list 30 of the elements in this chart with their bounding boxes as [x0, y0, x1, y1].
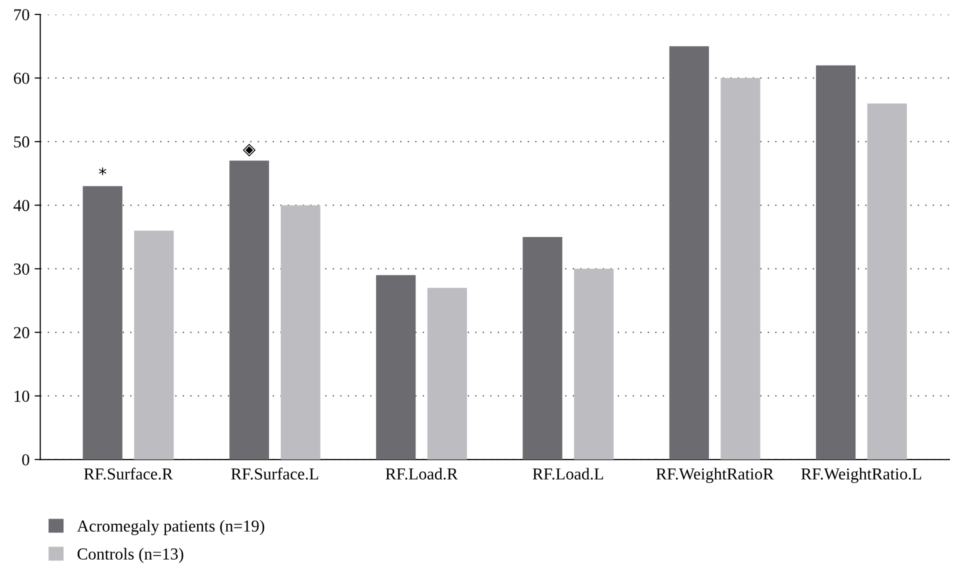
bar: [427, 288, 467, 460]
bar: [867, 103, 907, 460]
y-tick-label: 60: [14, 72, 30, 84]
bar: [669, 46, 709, 460]
bar: [229, 160, 270, 460]
bar: [280, 205, 320, 460]
y-tick-label: 0: [22, 454, 30, 466]
bar: [376, 275, 416, 460]
bar: [574, 268, 614, 460]
bar: [82, 186, 122, 460]
bar: [720, 78, 760, 460]
x-tick-label: RF.Load.L: [532, 468, 604, 480]
annotation: *: [98, 168, 106, 176]
y-tick-label: 40: [14, 200, 30, 212]
y-tick-label: 30: [14, 263, 30, 275]
x-tick-label: RF.Surface.L: [231, 468, 318, 480]
x-tick-label: RF.Surface.R: [84, 468, 173, 480]
x-tick-label: RF.Load.R: [386, 468, 458, 480]
bar: [522, 236, 562, 460]
x-tick-label: RF.WeightRatio.L: [801, 468, 922, 484]
y-tick-label: 50: [14, 136, 30, 148]
legend-label: Acromegaly patients (n=19): [77, 520, 264, 536]
y-tick-label: 20: [14, 327, 30, 338]
bar: [816, 65, 856, 460]
y-tick-label: 70: [14, 9, 30, 20]
x-tick-label: RF.WeightRatioR: [656, 468, 774, 484]
legend-label: Controls (n=13): [78, 548, 184, 563]
bar: [134, 230, 174, 460]
y-tick-label: 10: [14, 390, 30, 402]
annotation: ◈: [242, 144, 256, 156]
